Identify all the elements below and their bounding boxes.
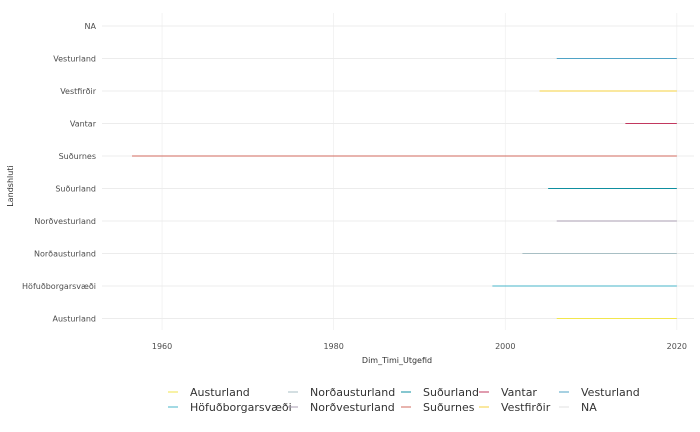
y-tick-label: Suðurnes bbox=[59, 152, 96, 161]
x-tick-label: 1960 bbox=[152, 342, 172, 351]
legend-label: Norðvesturland bbox=[310, 401, 395, 414]
y-tick-label: NA bbox=[85, 22, 97, 31]
legend-label: Vestfirðir bbox=[501, 401, 551, 414]
y-tick-label: Vestfirðir bbox=[60, 87, 97, 96]
x-tick-label: 1980 bbox=[323, 342, 343, 351]
y-axis-title: Landshluti bbox=[6, 165, 15, 206]
y-tick-label: Suðurland bbox=[55, 185, 96, 194]
legend-label: Höfuðborgarsvæði bbox=[190, 401, 292, 414]
x-tick-label: 2000 bbox=[495, 342, 515, 351]
legend-label: Norðausturland bbox=[310, 386, 395, 399]
x-tick-label: 2020 bbox=[667, 342, 687, 351]
y-tick-label: Vantar bbox=[70, 120, 97, 129]
series-segments bbox=[132, 58, 677, 319]
y-tick-label: Höfuðborgarsvæði bbox=[22, 282, 96, 291]
x-tick-labels: 1960 1980 2000 2020 bbox=[152, 342, 687, 351]
y-tick-label: Vesturland bbox=[53, 55, 96, 64]
legend-label: Austurland bbox=[190, 386, 250, 399]
y-tick-label: Norðausturland bbox=[34, 250, 96, 259]
legend-label: NA bbox=[581, 401, 597, 414]
legend-label: Suðurnes bbox=[423, 401, 475, 414]
y-tick-labels: Austurland Höfuðborgarsvæði Norðausturland… bbox=[22, 22, 97, 324]
y-tick-label: Norðvesturland bbox=[34, 217, 96, 226]
grid bbox=[102, 13, 694, 330]
legend-label: Vantar bbox=[501, 386, 537, 399]
legend-label: Suðurland bbox=[423, 386, 479, 399]
x-axis-title: Dim_Timi_Utgefid bbox=[362, 356, 432, 365]
legend-label: Vesturland bbox=[581, 386, 640, 399]
legend: Austurland Norðausturland Suðurland Vantar V… bbox=[168, 386, 640, 414]
y-tick-label: Austurland bbox=[53, 315, 96, 324]
